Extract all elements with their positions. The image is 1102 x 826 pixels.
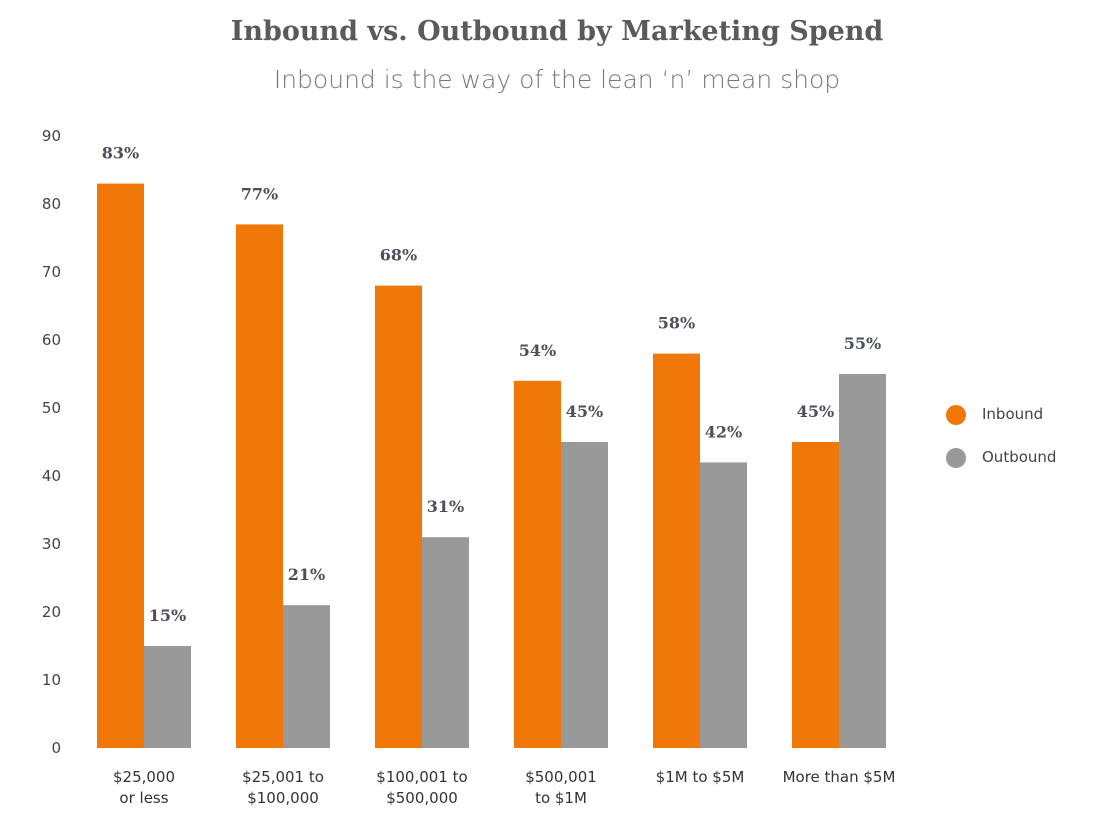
y-tick-label: 0 — [51, 739, 61, 757]
value-label: 58% — [658, 314, 695, 333]
value-label: 83% — [102, 144, 139, 163]
legend-label: Outbound — [982, 448, 1056, 466]
value-label: 42% — [705, 422, 742, 441]
bar — [561, 442, 608, 748]
x-tick-label: $25,001 to $100,000 — [242, 768, 324, 807]
x-tick-label: More than $5M — [782, 768, 896, 786]
y-tick-label: 10 — [42, 671, 61, 689]
legend-label: Inbound — [982, 405, 1043, 423]
bar — [839, 374, 886, 748]
y-tick-label: 40 — [42, 467, 61, 485]
value-label: 15% — [149, 606, 186, 625]
legend-marker — [946, 405, 966, 425]
bar — [514, 380, 561, 748]
legend-marker — [946, 448, 966, 468]
value-label: 54% — [519, 341, 556, 360]
x-tick-label: $500,001 to $1M — [525, 768, 597, 807]
y-tick-label: 60 — [42, 331, 61, 349]
bar — [375, 285, 422, 748]
y-tick-label: 30 — [42, 535, 61, 553]
chart-title: Inbound vs. Outbound by Marketing Spend — [231, 16, 884, 47]
x-tick-label: $100,001 to $500,000 — [376, 768, 468, 807]
value-label: 21% — [288, 565, 325, 584]
bar — [653, 353, 700, 748]
bar — [700, 462, 747, 748]
bar — [792, 442, 839, 748]
x-tick-label: $25,000 or less — [112, 768, 176, 807]
value-label: 55% — [844, 334, 881, 353]
y-tick-label: 20 — [42, 603, 61, 621]
y-tick-label: 90 — [42, 127, 61, 145]
bar — [422, 537, 469, 748]
bar — [97, 183, 144, 749]
y-tick-label: 80 — [42, 195, 61, 213]
y-tick-label: 50 — [42, 399, 61, 417]
x-tick-label: $1M to $5M — [655, 768, 745, 786]
value-label: 45% — [566, 402, 603, 421]
bar — [236, 224, 283, 748]
chart-subtitle: Inbound is the way of the lean ‘n’ mean … — [274, 65, 840, 94]
value-label: 77% — [241, 184, 278, 203]
bar — [144, 646, 191, 748]
bar — [283, 605, 330, 748]
value-label: 31% — [427, 497, 464, 516]
value-label: 68% — [380, 246, 417, 265]
value-label: 45% — [797, 402, 834, 421]
y-tick-label: 70 — [42, 263, 61, 281]
